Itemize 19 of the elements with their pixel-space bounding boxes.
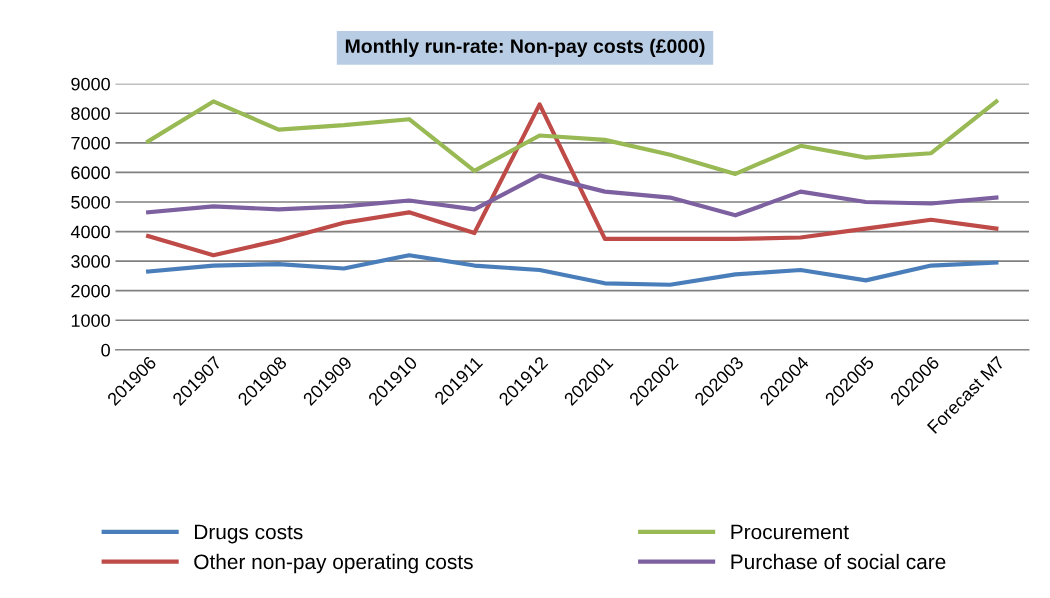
legend-label: Drugs costs xyxy=(195,524,303,544)
y-tick-label: 5000 xyxy=(71,195,110,209)
legend-label: Purchase of social care xyxy=(731,553,946,570)
line-series xyxy=(146,173,999,218)
line-series xyxy=(146,102,999,258)
y-tick-label: 6000 xyxy=(71,166,110,180)
y-tick-label: 0 xyxy=(101,343,110,357)
line-series xyxy=(146,99,999,176)
y-tick-label: 1000 xyxy=(71,314,110,327)
y-tick-label: 4000 xyxy=(70,225,110,239)
chart-title: Monthly run-rate: Non-pay costs (£000) xyxy=(345,38,705,57)
y-tick-label: 2000 xyxy=(71,284,110,298)
line-series xyxy=(146,253,999,287)
legend-label: Other non-pay operating costs xyxy=(194,553,473,574)
y-tick-label: 9000 xyxy=(71,77,110,91)
y-tick-label: 3000 xyxy=(71,255,110,268)
y-tick-label: 8000 xyxy=(71,107,110,121)
y-tick-label: 7000 xyxy=(71,136,110,150)
legend-label: Procurement xyxy=(731,524,849,540)
